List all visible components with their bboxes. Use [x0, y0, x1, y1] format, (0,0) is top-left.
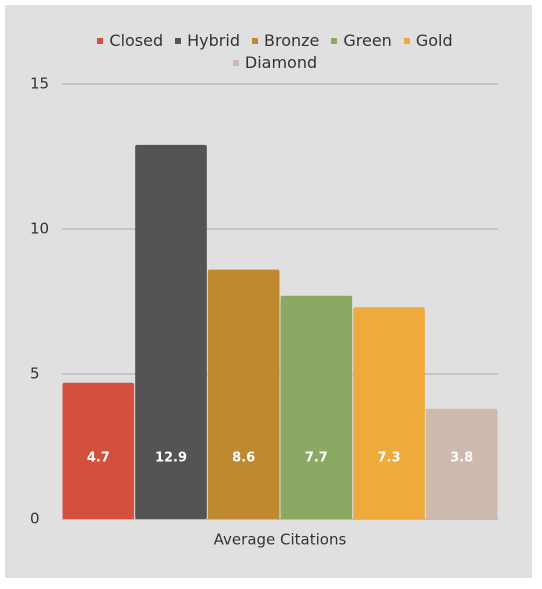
bar	[62, 382, 135, 519]
legend-swatch	[232, 60, 239, 66]
bar	[425, 408, 498, 519]
bar	[207, 269, 280, 519]
legend-label: Diamond	[244, 53, 318, 72]
legend-label: Hybrid	[187, 31, 240, 50]
data-label: 8.6	[232, 451, 255, 466]
legend-item: Hybrid	[175, 30, 240, 52]
y-tick-label: 10	[30, 220, 49, 238]
bar	[280, 295, 353, 519]
legend-item: Green	[331, 30, 392, 52]
bar	[353, 307, 425, 519]
legend-swatch	[251, 38, 258, 44]
y-tick-label: 15	[30, 75, 49, 93]
data-label: 4.7	[87, 451, 110, 466]
data-label: 7.3	[377, 451, 400, 466]
legend-label: Bronze	[263, 31, 320, 50]
legend-item: Closed	[97, 30, 163, 52]
legend-swatch	[403, 38, 410, 44]
x-tick-label: Average Citations	[214, 531, 347, 549]
data-label: 7.7	[305, 451, 328, 466]
legend-swatch	[97, 38, 104, 44]
legend-swatch	[331, 38, 338, 44]
legend-label: Gold	[415, 31, 453, 50]
legend-label: Closed	[109, 31, 164, 50]
data-label: 3.8	[450, 451, 473, 466]
legend-item: Gold	[403, 30, 453, 52]
legend-swatch	[175, 38, 182, 44]
bar	[135, 144, 207, 519]
data-label: 12.9	[155, 451, 187, 466]
legend: Closed Hybrid Bronze Green Gold Diamond	[70, 30, 480, 74]
legend-label: Green	[343, 31, 392, 50]
legend-item: Diamond	[232, 52, 318, 74]
y-tick-label: 5	[30, 365, 40, 383]
y-tick-label: 0	[30, 510, 40, 528]
legend-item: Bronze	[251, 30, 320, 52]
